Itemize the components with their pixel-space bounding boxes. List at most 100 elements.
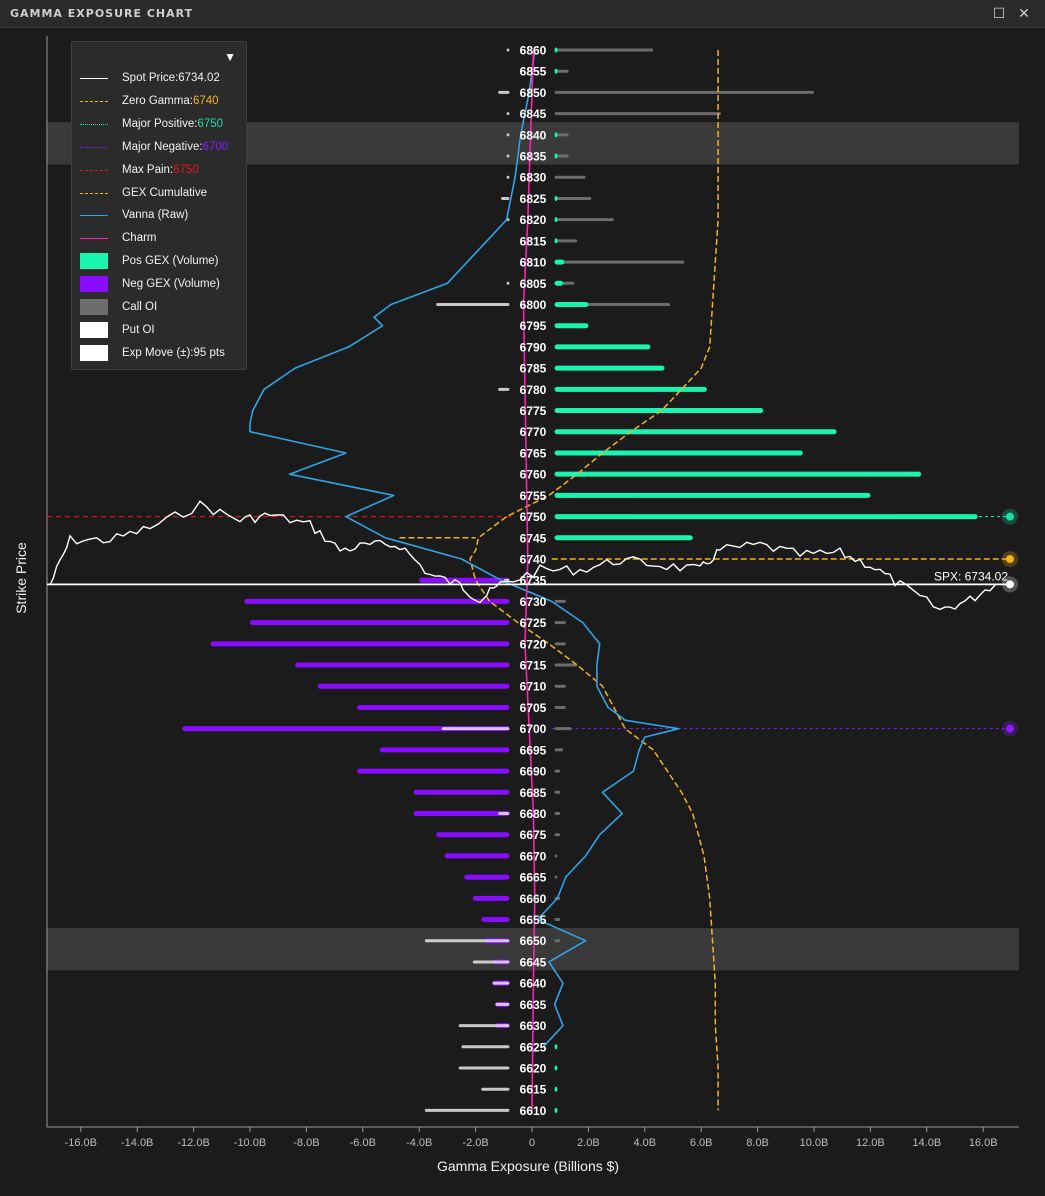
strike-label: 6760	[520, 468, 547, 482]
legend-label: Vanna (Raw)	[122, 209, 189, 222]
pos-gex-bar	[554, 217, 558, 223]
legend-swatch	[80, 343, 108, 363]
x-tick-label: -16.0B	[65, 1137, 97, 1149]
gex-cumulative-line	[469, 50, 719, 1111]
gamma-exposure-chart[interactable]: -16.0B -14.0B -12.0B -10.0B -8.0B -6.0B -4.0B -…	[0, 28, 1045, 1196]
put-oi-bar	[424, 939, 510, 943]
pos-gex-bar	[554, 47, 558, 53]
legend-item[interactable]: Put OI	[80, 320, 155, 340]
legend-swatch	[80, 114, 108, 134]
strike-label: 6685	[520, 786, 547, 800]
call-oi-bar	[554, 833, 561, 837]
legend-item[interactable]: Spot Price: 6734.02	[80, 68, 220, 88]
call-oi-bar	[554, 175, 586, 179]
legend-item[interactable]: GEX Cumulative	[80, 183, 207, 203]
strike-label: 6675	[520, 828, 547, 842]
legend-item[interactable]: Charm	[80, 228, 157, 248]
strike-label: 6720	[520, 637, 547, 651]
strike-label: 6650	[520, 934, 547, 948]
strike-label: 6640	[520, 977, 547, 991]
put-oi-bar	[458, 1024, 510, 1028]
put-oi-bar	[492, 981, 510, 985]
put-oi-bar	[481, 1087, 510, 1091]
legend-swatch	[80, 251, 108, 271]
legend-item[interactable]: Pos GEX (Volume)	[80, 251, 219, 271]
x-tick-label: 6.0B	[690, 1137, 713, 1149]
x-tick-label: 4.0B	[633, 1137, 656, 1149]
call-oi-bar	[554, 196, 592, 200]
legend-value: 6750	[197, 117, 224, 130]
legend-item[interactable]: Max Pain: 6750	[80, 160, 199, 180]
call-oi-bar	[554, 112, 721, 116]
neg-gex-bar	[317, 683, 510, 689]
legend-item[interactable]: Major Negative: 6700	[80, 137, 228, 157]
x-tick-label: -6.0B	[350, 1137, 376, 1149]
legend-label: Zero Gamma:	[122, 94, 193, 107]
call-oi-bar	[554, 769, 561, 773]
call-oi-bar	[554, 790, 561, 794]
pos-gex-bar	[554, 238, 558, 244]
call-oi-bar	[554, 684, 566, 688]
call-oi-bar	[554, 621, 566, 625]
call-oi-bar	[554, 811, 561, 815]
legend-item[interactable]: Call OI	[80, 297, 157, 317]
close-icon[interactable]: ✕	[1018, 5, 1030, 21]
maximize-icon[interactable]: ☐	[992, 5, 1006, 21]
call-oi-bar	[554, 748, 564, 752]
chart-legend: ▼ Spot Price: 6734.02 Zero Gamma: 6740 Maj…	[71, 41, 247, 370]
edge-marker	[1006, 580, 1014, 589]
pos-gex-bar	[554, 386, 707, 392]
pos-gex-bar	[554, 132, 558, 138]
put-oi-bar	[498, 387, 510, 391]
legend-item[interactable]: Major Positive: 6750	[80, 114, 223, 134]
strike-label: 6825	[520, 192, 547, 206]
put-oi-bar	[424, 1108, 510, 1112]
pos-gex-bar	[554, 68, 558, 74]
collapse-arrow-icon[interactable]: ▼	[224, 50, 236, 64]
neg-gex-bar	[472, 895, 510, 901]
legend-item[interactable]: Exp Move (±): 95 pts	[80, 343, 225, 363]
pos-gex-bar	[554, 514, 978, 520]
neg-gex-bar	[481, 917, 510, 923]
x-tick-label: -12.0B	[177, 1137, 209, 1149]
legend-swatch	[80, 68, 108, 88]
legend-label: Major Positive:	[122, 117, 198, 130]
y-axis-label: Strike Price	[12, 542, 29, 614]
neg-gex-bar	[413, 789, 510, 795]
pos-gex-bar	[554, 429, 837, 435]
strike-label: 6710	[520, 680, 547, 694]
legend-label: Exp Move (±):	[122, 346, 194, 359]
put-oi-bar	[506, 175, 510, 179]
strike-label: 6705	[520, 701, 547, 715]
neg-gex-bar	[379, 747, 510, 753]
vanna-line	[249, 49, 680, 1048]
neg-gex-bar	[210, 641, 510, 647]
call-oi-bar	[554, 239, 578, 243]
strike-label: 6850	[520, 86, 547, 100]
legend-item[interactable]: Neg GEX (Volume)	[80, 274, 220, 294]
strike-label: 6645	[520, 955, 547, 969]
pos-gex-bar	[554, 408, 764, 414]
strike-label: 6795	[520, 319, 547, 333]
strike-label: 6695	[520, 743, 547, 757]
legend-label: Major Negative:	[122, 140, 203, 153]
put-oi-bar	[500, 196, 510, 200]
put-oi-bar	[472, 960, 510, 964]
call-oi-bar	[554, 727, 572, 731]
pos-gex-bar	[554, 195, 558, 201]
pos-gex-bar	[554, 492, 871, 498]
legend-item[interactable]: Zero Gamma: 6740	[80, 91, 219, 111]
put-oi-bar	[506, 48, 510, 52]
strike-label: 6610	[520, 1104, 547, 1118]
pos-gex-bar	[554, 1107, 558, 1113]
neg-gex-bar	[464, 874, 510, 880]
charm-line	[522, 49, 536, 1111]
strike-label: 6750	[520, 510, 547, 524]
legend-item[interactable]: Vanna (Raw)	[80, 205, 188, 225]
legend-swatch	[80, 91, 108, 111]
legend-label: Spot Price:	[122, 72, 179, 84]
call-oi-bar	[554, 599, 566, 603]
legend-value: 6734.02	[178, 72, 220, 84]
x-axis-label: Gamma Exposure (Billions $)	[437, 1158, 620, 1174]
strike-label: 6735	[520, 574, 547, 588]
